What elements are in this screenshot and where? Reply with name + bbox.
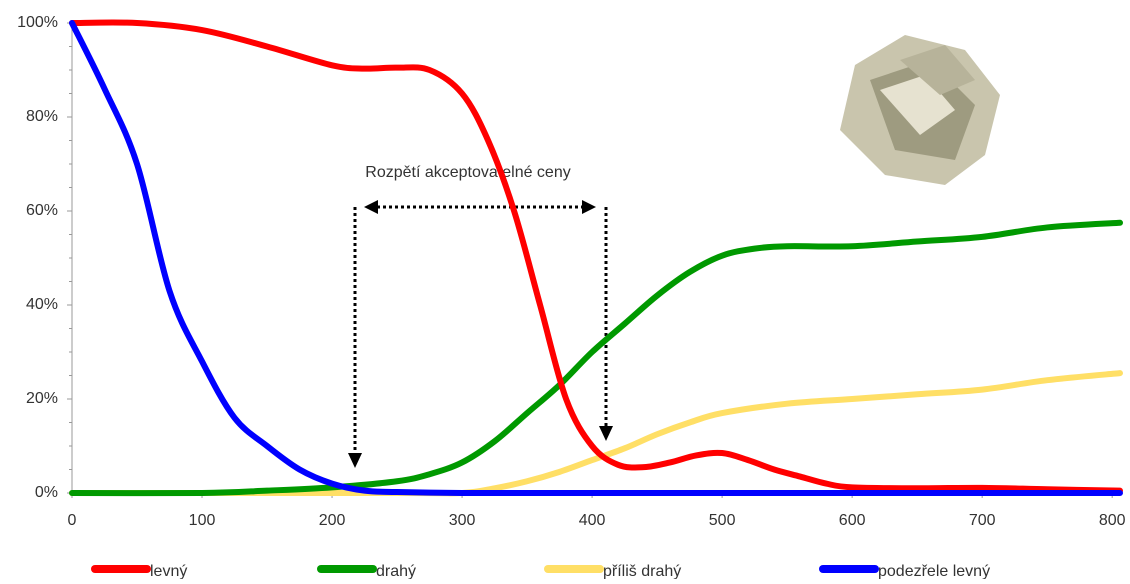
x-tick-label: 100 xyxy=(189,512,216,529)
range-arrows xyxy=(353,205,608,455)
series-line xyxy=(69,219,1123,497)
x-tick-label: 500 xyxy=(709,512,736,529)
legend-label: levný xyxy=(150,563,187,579)
legend-label: drahý xyxy=(376,563,416,579)
y-tick-label: 40% xyxy=(26,296,58,313)
annotation: Rozpětí akceptovatelné ceny xyxy=(365,164,570,181)
y-tick-label: 0% xyxy=(35,484,58,501)
series-line xyxy=(69,19,1123,494)
x-tick-label: 0 xyxy=(68,512,77,529)
arrow-heads xyxy=(348,200,613,468)
x-tick-label: 300 xyxy=(449,512,476,529)
y-tick-label: 80% xyxy=(26,108,58,125)
legend-label: příliš drahý xyxy=(603,563,681,579)
legend-label: podezřele levný xyxy=(878,563,990,579)
x-tick-label: 800 xyxy=(1099,512,1126,529)
money-picture xyxy=(840,35,1000,185)
x-tick-label: 700 xyxy=(969,512,996,529)
x-tick-label: 400 xyxy=(579,512,606,529)
x-tick-label: 600 xyxy=(839,512,866,529)
x-tick-label: 200 xyxy=(319,512,346,529)
series-line xyxy=(69,20,1123,497)
y-tick-label: 20% xyxy=(26,390,58,407)
y-tick-label: 60% xyxy=(26,202,58,219)
y-tick-label: 100% xyxy=(17,14,58,31)
series-line xyxy=(69,370,1123,497)
